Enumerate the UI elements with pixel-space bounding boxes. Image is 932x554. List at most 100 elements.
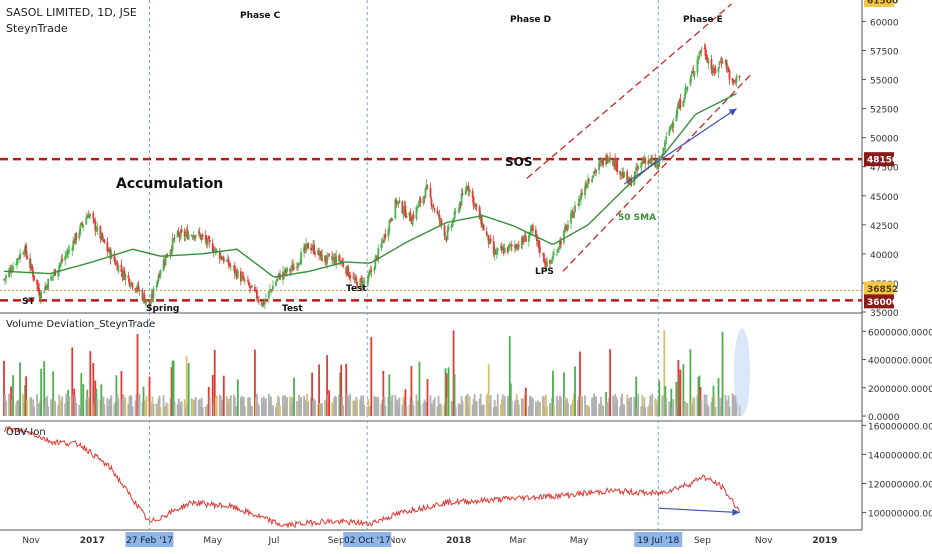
volume-bar [249, 405, 252, 416]
candle-body [29, 258, 32, 268]
candle-body [443, 225, 446, 237]
candle-body [619, 171, 622, 175]
x-highlight-badge: 27 Feb '17 [126, 536, 173, 546]
candle-body [331, 256, 334, 260]
volume-bar [263, 396, 265, 416]
volume-bar [12, 375, 14, 416]
candle-body [502, 248, 505, 254]
candle-body [95, 231, 98, 232]
candle-body [4, 278, 6, 280]
volume-bar [607, 402, 610, 416]
volume-bar [412, 405, 415, 416]
volume-bar [644, 407, 647, 416]
volume-bar [530, 396, 533, 416]
volume-bar [608, 397, 611, 416]
volume-bar [451, 401, 454, 416]
volume-bar [665, 397, 668, 416]
candle-body [158, 274, 161, 277]
test-label: Test [282, 304, 303, 314]
volume-bar [23, 402, 25, 416]
candle-body [141, 290, 144, 301]
volume-bar [436, 406, 439, 416]
candle-body [324, 255, 327, 262]
candle-body [299, 262, 301, 265]
volume-bar [68, 396, 71, 416]
volume-bar [320, 403, 323, 416]
volume-bar [180, 401, 183, 416]
volume-bar [415, 394, 418, 416]
price-badge-support-bg [864, 281, 894, 296]
volume-bar [516, 399, 519, 416]
candle-body [698, 52, 701, 58]
volume-bar [508, 336, 511, 416]
candle-body [19, 253, 21, 259]
volume-bar [699, 387, 702, 416]
volume-bar [558, 404, 560, 416]
candle-body [314, 253, 316, 255]
candle-body [537, 240, 540, 249]
volume-bar [183, 399, 186, 416]
candle-body [524, 236, 527, 242]
candle-body [411, 216, 414, 226]
volume-bar [359, 399, 362, 416]
volume-bar [176, 404, 179, 416]
volume-bar [636, 406, 639, 416]
volume-bar [236, 379, 239, 416]
candle-body [234, 270, 237, 272]
candle-body [342, 262, 345, 267]
volume-bar [304, 399, 306, 416]
volume-bar [648, 404, 651, 416]
volume-bar [134, 400, 137, 416]
candle-body [345, 267, 348, 275]
volume-bar [122, 394, 125, 416]
volume-bar [416, 401, 419, 416]
volume-bar [114, 401, 117, 416]
candle-body [388, 220, 391, 232]
candle-body [404, 205, 407, 217]
candle-body [220, 256, 223, 260]
volume-bar [387, 397, 390, 416]
volume-bar [226, 401, 229, 416]
candle-body [570, 213, 572, 224]
volume-bar [220, 400, 223, 416]
volume-bar [265, 398, 267, 416]
candle-body [81, 223, 84, 225]
candle-body [114, 260, 117, 265]
candle-body [236, 270, 239, 279]
volume-bar [571, 403, 573, 416]
volume-bar [50, 399, 53, 416]
candle-body [377, 248, 380, 260]
volume-bar [713, 395, 716, 416]
candle-body [338, 255, 341, 261]
volume-bar [24, 384, 26, 416]
volume-bar [11, 400, 13, 416]
volume-bar [531, 398, 534, 416]
candle-body [472, 197, 475, 207]
volume-bar [692, 397, 695, 416]
volume-bar [218, 394, 221, 416]
candle-body [432, 205, 435, 208]
volume-bar [494, 406, 497, 416]
candle-body [100, 233, 103, 239]
candle-body [128, 278, 131, 286]
candle-body [352, 277, 355, 278]
volume-bar [718, 397, 721, 416]
candle-body [249, 286, 252, 288]
volume-bar [279, 405, 281, 416]
candle-body [446, 229, 449, 240]
candle-body [697, 59, 700, 60]
volume-bar [248, 397, 251, 416]
volume-bar [567, 402, 569, 416]
candle-body [348, 274, 351, 277]
y-tick-label: 60000 [870, 18, 899, 28]
volume-bar [141, 402, 144, 416]
candle-body [640, 162, 643, 169]
candle-body [283, 273, 285, 275]
candle-body [353, 278, 356, 280]
volume-bar [178, 401, 181, 416]
volume-bar [489, 395, 492, 416]
volume-bar [71, 347, 74, 416]
candle-body [676, 108, 679, 116]
